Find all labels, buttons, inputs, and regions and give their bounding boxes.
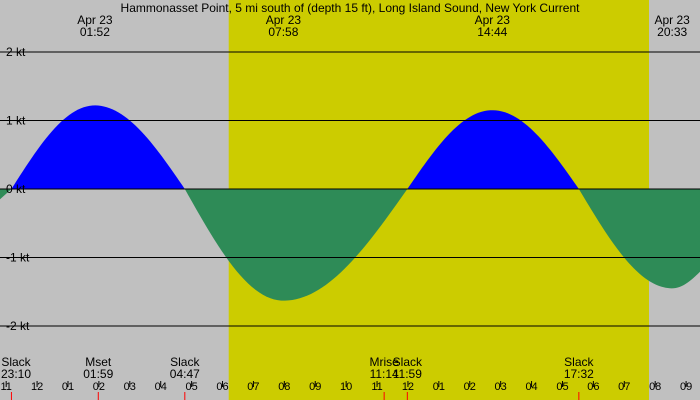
x-tick-label: 02 [93,381,105,393]
event-time-label: 11:14 [370,367,399,381]
event-label: Slack [564,355,594,369]
x-tick-label: 01 [62,381,74,393]
extreme-time-label: 20:33 [657,25,687,39]
extreme-date-label: Apr 23 [475,13,511,27]
x-tick-label: 08 [278,381,290,393]
x-tick-label: 07 [618,381,630,393]
chart-title: Hammonasset Point, 5 mi south of (depth … [121,1,581,15]
y-tick-label: 0 kt [6,182,26,196]
ebb-current-area [0,189,12,200]
extreme-time-label: 07:58 [268,25,298,39]
event-time-label: 01:59 [83,367,113,381]
event-time-label: 04:47 [170,367,200,381]
event-time-label: 17:32 [564,367,594,381]
extreme-time-label: 01:52 [80,25,110,39]
event-label: Mset [85,355,112,369]
flood-current-area [407,110,579,189]
event-label: Slack [170,355,200,369]
x-tick-label: 12 [402,381,414,393]
x-tick-label: 03 [495,381,507,393]
y-tick-label: -2 kt [6,319,30,333]
extreme-time-label: 14:44 [477,25,507,39]
y-tick-label: -1 kt [6,251,30,265]
x-tick-label: 11 [371,381,382,393]
x-tick-label: 05 [556,381,568,393]
x-tick-label: 03 [124,381,136,393]
event-label: Slack [1,355,31,369]
x-tick-label: 11 [0,381,11,393]
extreme-date-label: Apr 23 [655,13,691,27]
x-tick-label: 09 [680,381,692,393]
x-tick-label: 06 [216,381,228,393]
x-tick-label: 08 [649,381,661,393]
x-tick-label: 04 [525,381,537,393]
x-tick-label: 02 [464,381,476,393]
ebb-current-area [578,189,700,289]
event-time-label: 23:10 [1,367,31,381]
ebb-current-area [184,189,408,301]
x-tick-label: 01 [433,381,445,393]
x-tick-label: 12 [31,381,43,393]
y-tick-label: 2 kt [6,45,26,59]
x-tick-label: 10 [340,381,352,393]
event-label: Mrise [369,355,399,369]
event-label: Slack [393,355,423,369]
flood-current-area [11,105,185,189]
x-tick-label: 07 [247,381,259,393]
extreme-date-label: Apr 23 [77,13,113,27]
x-tick-label: 06 [587,381,599,393]
y-tick-label: 1 kt [6,114,26,128]
x-tick-label: 09 [309,381,321,393]
x-tick-label: 05 [185,381,197,393]
x-tick-label: 04 [155,381,167,393]
event-time-label: 11:59 [393,367,422,381]
extreme-date-label: Apr 23 [266,13,302,27]
